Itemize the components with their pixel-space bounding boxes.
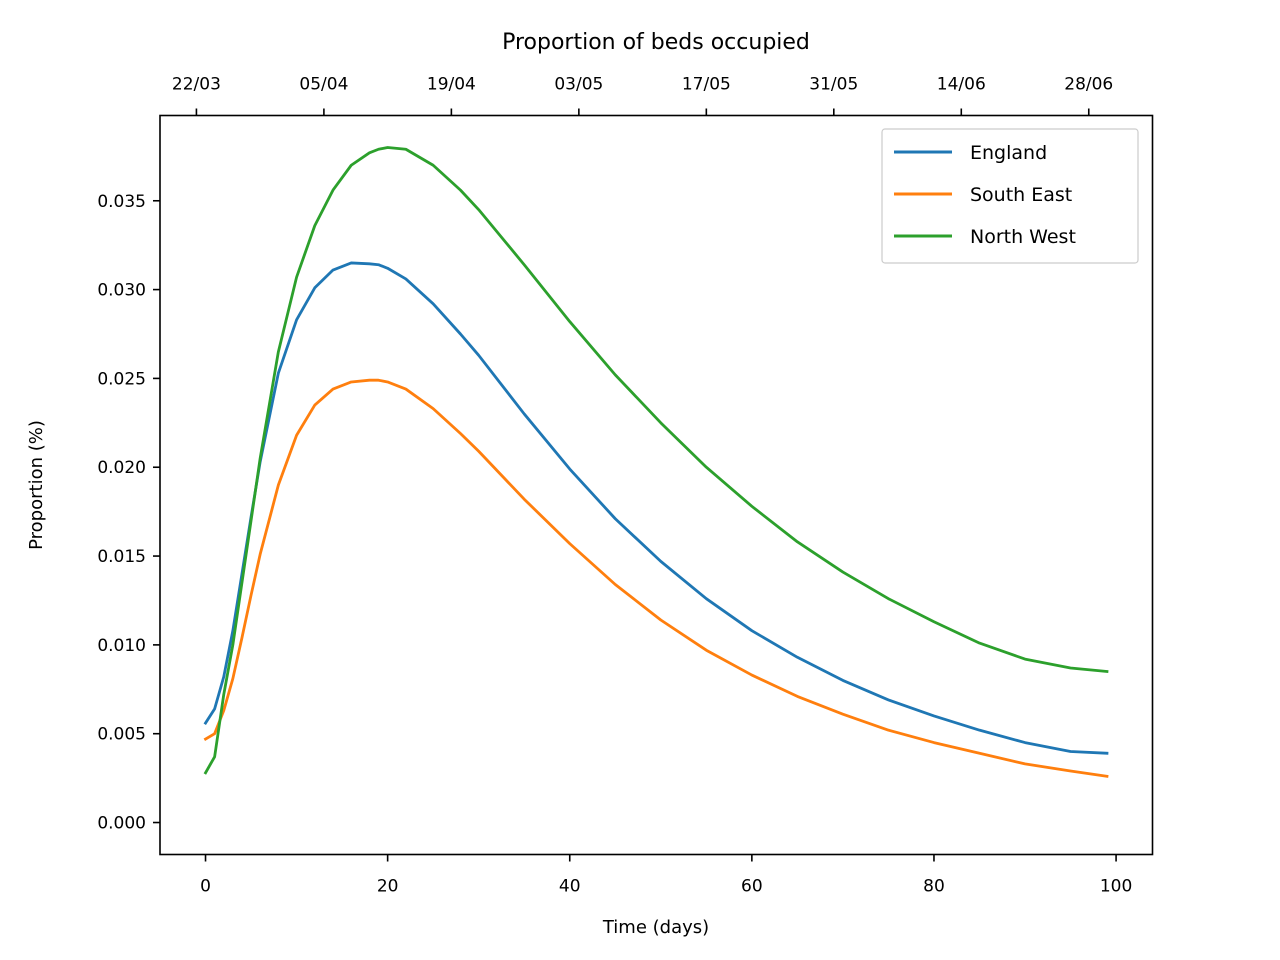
top-tick-label: 28/06 <box>1064 75 1113 95</box>
top-tick-label: 05/04 <box>299 75 348 95</box>
x-tick-label: 80 <box>923 877 945 897</box>
series-line-south-east <box>203 378 1109 778</box>
top-tick-label: 17/05 <box>682 75 731 95</box>
top-tick-label: 22/03 <box>172 75 221 95</box>
legend-box <box>881 128 1139 264</box>
legend: England South East North West <box>881 128 1139 264</box>
x-tick-label: 100 <box>1100 877 1132 897</box>
top-tick-label: 14/06 <box>937 75 986 95</box>
y-tick-label: 0.025 <box>97 369 146 389</box>
top-date-axis: 22/03 05/04 19/04 03/05 17/05 31/05 14/06 28/06 <box>172 75 1113 116</box>
legend-label-south-east: South East <box>970 184 1072 206</box>
top-tick-label: 19/04 <box>427 75 476 95</box>
legend-label-north-west: North West <box>970 226 1076 248</box>
y-tick-label: 0.005 <box>97 725 146 745</box>
top-tick-label: 31/05 <box>809 75 858 95</box>
y-tick-label: 0.035 <box>97 192 146 212</box>
y-tick-label: 0.020 <box>97 458 146 478</box>
x-tick-label: 0 <box>200 877 211 897</box>
top-tick-label: 03/05 <box>554 75 603 95</box>
chart-title: Proportion of beds occupied <box>502 30 810 55</box>
y-tick-label: 0.015 <box>97 547 146 567</box>
x-tick-label: 60 <box>741 877 763 897</box>
legend-label-england: England <box>970 142 1047 164</box>
series-layer <box>203 146 1109 778</box>
y-tick-label: 0.000 <box>97 814 146 834</box>
y-tick-label: 0.010 <box>97 636 146 656</box>
x-tick-label: 20 <box>377 877 399 897</box>
x-tick-label: 40 <box>559 877 581 897</box>
y-tick-label: 0.030 <box>97 281 146 301</box>
series-line-north-west <box>203 146 1109 775</box>
x-axis-label: Time (days) <box>602 917 709 938</box>
y-axis-label: Proportion (%) <box>26 420 47 550</box>
series-line-england <box>203 261 1109 755</box>
bottom-axis: 0 20 40 60 80 100 <box>200 854 1132 897</box>
plot-frame <box>159 114 1154 856</box>
left-axis: 0.000 0.005 0.010 0.015 0.020 0.025 0.030 0.035 <box>97 192 160 834</box>
